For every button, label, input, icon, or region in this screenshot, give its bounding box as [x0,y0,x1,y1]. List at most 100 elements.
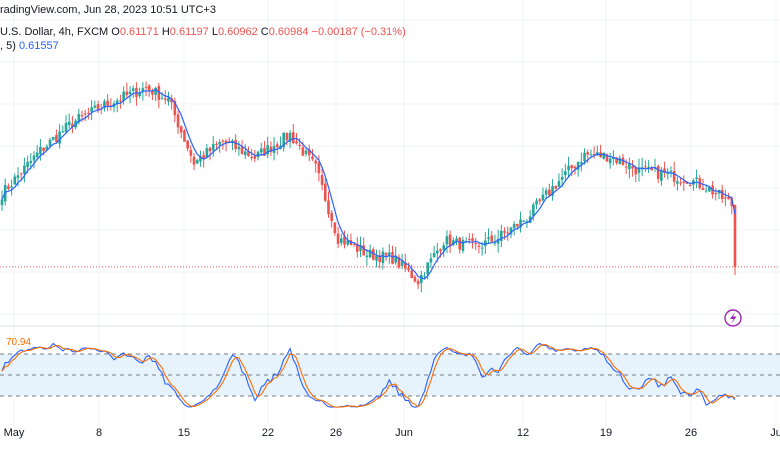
candle-body [339,238,343,244]
candle-body [237,146,241,150]
candle-body [352,244,356,246]
x-tick-label: 12 [517,427,529,439]
candle-body [436,250,439,254]
candle-body [298,144,301,147]
candle-body [413,276,417,282]
candle-body [624,166,628,168]
candle-body [362,245,365,256]
candle-body [727,196,730,200]
candle-body [71,123,74,128]
candle-body [605,154,609,162]
candle-body [167,97,170,102]
candle-body [573,166,577,169]
candle-body [644,166,647,168]
lightning-icon[interactable] [724,309,742,327]
candle-body [493,242,497,244]
candle-body [455,238,458,242]
x-tick-label: 22 [262,427,274,439]
candle-body [26,161,29,168]
candle-body [317,162,321,174]
candle-body [388,252,391,255]
candle-body [560,176,564,180]
candle-body [500,230,503,241]
candle-body [29,160,33,164]
candle-body [55,135,58,142]
candle-body [714,192,718,195]
candle-body [448,234,452,247]
candle-body [688,184,692,187]
candlestick-series [0,81,737,293]
candle-body [205,148,209,158]
candle-body [432,253,436,257]
candle-body [544,190,548,195]
ma-value: 0.61557 [18,40,59,52]
candle-body [314,160,317,164]
candle-body [519,219,522,228]
candle-body [484,240,487,246]
candle-body [282,132,285,148]
candle-body [701,188,705,190]
candle-body [503,231,506,233]
candle-body [608,158,612,164]
candle-body [365,255,369,258]
candle-body [682,181,686,183]
candle-body [141,88,145,92]
candle-body [368,249,372,258]
candle-body [103,101,106,108]
candle-body [634,167,638,175]
candle-body [48,139,52,147]
candle-body [179,126,183,133]
stoch-value-label: 70.94 [6,337,31,348]
ma-label[interactable]: , 5) [0,40,16,52]
candle-body [275,144,279,148]
candle-body [490,235,494,242]
candle-body [602,152,606,159]
candle-body [343,236,346,245]
candle-body [199,156,202,162]
candle-body [733,204,737,267]
candle-body [269,146,273,153]
candle-body [650,167,654,171]
candle-body [468,239,471,241]
candle-body [426,262,430,275]
candle-body [333,222,337,234]
candle-body [330,212,333,221]
candle-body [471,238,474,242]
candle-body [106,100,109,106]
candle-body [548,189,551,196]
candle-body [458,237,462,250]
candle-body [384,252,388,256]
candle-body [42,147,45,151]
candle-body [628,163,631,170]
candle-body [173,100,177,116]
candle-body [410,270,414,278]
x-tick-label: Ju [770,427,780,439]
candle-body [189,149,193,156]
candle-body [259,148,263,153]
candle-body [404,262,407,269]
candle-body [202,154,205,159]
candle-body [439,249,442,252]
header-watermark-text: radingView.com, Jun 28, 2023 10:51 UTC+3 [0,4,216,16]
candle-body [77,113,81,123]
symbol-label[interactable]: U.S. Dollar, 4h, FXCM [0,26,109,38]
low-value: 0.60962 [217,26,258,38]
candle-body [397,257,401,268]
candle-body [45,146,49,151]
candle-body [243,151,247,156]
candle-body [355,243,359,252]
candle-body [557,180,561,187]
candle-body [157,85,161,100]
candle-body [580,161,583,164]
candle-body [119,100,122,102]
candle-body [215,143,218,145]
close-label: C [260,26,269,38]
candle-body [461,239,465,251]
candle-body [621,157,625,166]
candle-body [522,220,526,222]
candle-body [554,185,558,189]
candle-body [32,155,36,161]
candle-body [122,91,125,101]
